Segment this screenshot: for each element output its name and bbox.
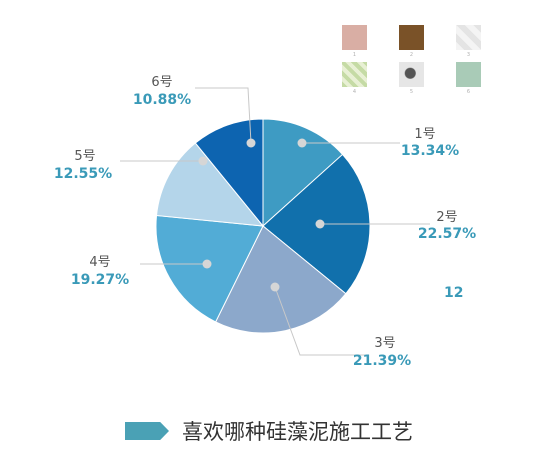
texture-swatch-3	[456, 25, 481, 50]
texture-swatch-4	[342, 62, 367, 87]
slice-value-label-1: 13.34%	[401, 143, 459, 159]
texture-swatch-5	[399, 62, 424, 87]
slice-marker-dot-4	[202, 259, 212, 269]
leader-line-6	[195, 87, 252, 144]
texture-swatch-6	[456, 62, 481, 87]
pie-slice-5	[155, 142, 265, 227]
slice-value-label-6: 10.88%	[133, 92, 191, 108]
slice-value-label-3: 21.39%	[353, 353, 411, 369]
texture-swatch-number-5: 5	[409, 89, 414, 95]
legend-label: 喜欢哪种硅藻泥施工工艺	[182, 420, 413, 444]
slice-marker-dot-1	[297, 138, 307, 148]
pie-slice-1	[262, 118, 344, 228]
slice-marker-dot-5	[198, 156, 208, 166]
leader-line-3	[274, 286, 368, 356]
slice-category-label-4: 4号	[89, 255, 110, 270]
pie-slice-3	[214, 225, 347, 334]
texture-swatch-number-3: 3	[466, 52, 471, 58]
pie-slice-6	[194, 118, 264, 228]
slice-category-label-6: 6号	[151, 75, 172, 90]
texture-swatch-number-6: 6	[466, 89, 471, 95]
pie-slice-4	[155, 214, 264, 323]
stray-number-label: 12	[444, 285, 464, 301]
slice-category-label-5: 5号	[74, 149, 95, 164]
texture-swatch-number-2: 2	[409, 52, 414, 58]
slice-marker-dot-2	[315, 219, 325, 229]
texture-swatch-2	[399, 25, 424, 50]
texture-swatch-number-4: 4	[352, 89, 357, 95]
texture-swatch-number-1: 1	[352, 52, 357, 58]
slice-value-label-5: 12.55%	[54, 166, 112, 182]
slice-category-label-3: 3号	[374, 336, 395, 351]
slice-category-label-2: 2号	[436, 210, 457, 225]
slice-marker-dot-6	[246, 138, 256, 148]
texture-swatch-1	[342, 25, 367, 50]
slice-value-label-2: 22.57%	[418, 226, 476, 242]
slice-value-label-4: 19.27%	[71, 272, 129, 288]
legend-arrow-icon	[125, 422, 169, 440]
slice-marker-dot-3	[270, 282, 280, 292]
slice-category-label-1: 1号	[414, 127, 435, 142]
